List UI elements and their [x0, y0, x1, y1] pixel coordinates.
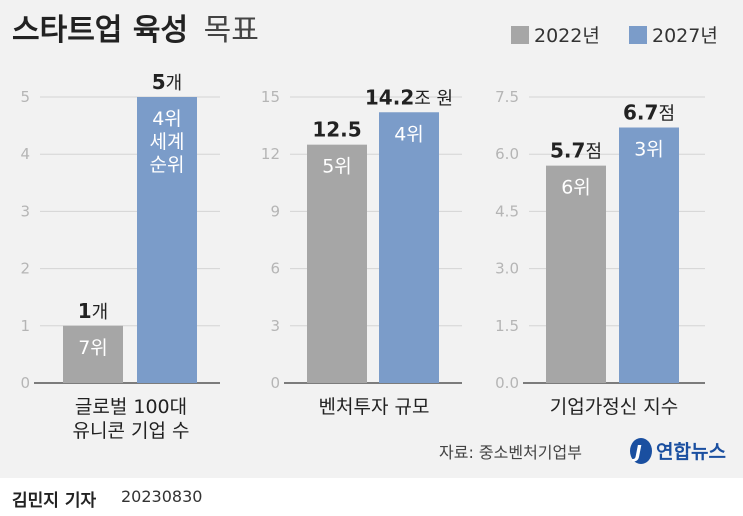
bar-value-number: 14.2 — [365, 85, 414, 109]
infographic: 스타트업 육성 목표 2022년 2027년 0 1 2 3 4 5 1개 7위 5개 4위 세계 순… — [0, 0, 743, 478]
byline-bar: 김민지 기자 20230830 — [0, 478, 743, 516]
bar — [546, 165, 606, 383]
bar-rank-label: 3위 — [634, 139, 664, 161]
bar-rank-label: 7위 — [78, 337, 108, 359]
y-tick-label: 9 — [270, 202, 280, 220]
legend-swatch-2027 — [629, 26, 647, 44]
chart-title-bold: 스타트업 육성 — [12, 13, 188, 48]
y-tick-label: 2 — [20, 260, 30, 278]
bar-value-number: 12.5 — [312, 118, 361, 142]
y-tick-label: 6 — [270, 260, 280, 278]
bar-value-label: 14.2조 원 — [365, 85, 453, 109]
chart-title-light: 목표 — [204, 13, 259, 48]
y-tick-label: 4 — [20, 145, 30, 163]
bar — [63, 325, 123, 383]
bar-value-number: 5.7 — [550, 139, 585, 163]
bar-value-label: 12.5 — [312, 118, 361, 142]
bar-rank-label: 4위 — [152, 108, 182, 130]
chart-title: 스타트업 육성 목표 — [12, 13, 259, 48]
legend-swatch-2022 — [511, 26, 529, 44]
y-tick-label: 1 — [20, 317, 30, 335]
bar-value-label: 5.7점 — [550, 139, 602, 163]
bar-rank-label: 4위 — [394, 123, 424, 145]
y-tick-label: 3 — [20, 202, 30, 220]
y-tick-label: 6.0 — [495, 145, 519, 163]
chart-canvas: 스타트업 육성 목표 2022년 2027년 0123451개7위5개4위세계순… — [12, 13, 726, 464]
y-tick-label: 0 — [270, 374, 280, 392]
bar — [137, 97, 197, 383]
logo-text: 연합뉴스 — [656, 441, 726, 463]
x-axis-label: 유니콘 기업 수 — [73, 420, 190, 442]
bar — [619, 127, 679, 383]
y-tick-label: 12 — [261, 145, 280, 163]
source-note: 자료: 중소벤처기업부 — [439, 443, 582, 462]
bar — [379, 112, 439, 384]
bar-value-unit: 개 — [92, 302, 109, 323]
yonhap-logo: J 연합뉴스 — [630, 438, 726, 464]
legend: 2022년 2027년 — [511, 25, 718, 47]
bar-value-label: 6.7점 — [623, 101, 675, 125]
bar-rank-label: 6위 — [561, 177, 591, 199]
bar-value-unit: 점 — [658, 104, 675, 125]
y-tick-label: 0.0 — [495, 374, 519, 392]
y-tick-label: 4.5 — [495, 202, 519, 220]
publish-date: 20230830 — [121, 487, 203, 506]
bar-value-unit: 조 원 — [414, 88, 453, 109]
reporter-name: 김민지 기자 — [12, 491, 97, 511]
bar-value-number: 1 — [78, 299, 92, 323]
logo-mark-letter: J — [632, 442, 642, 463]
bar — [307, 144, 367, 383]
x-axis-label: 글로벌 100대 — [75, 396, 187, 418]
y-tick-label: 7.5 — [495, 88, 519, 106]
bar-value-number: 6.7 — [623, 101, 658, 125]
x-axis-label: 기업가정신 지수 — [550, 396, 678, 418]
y-tick-label: 3 — [270, 317, 280, 335]
y-tick-label: 3.0 — [495, 260, 519, 278]
legend-label-2027: 2027년 — [652, 25, 718, 47]
x-axis-label: 벤처투자 규모 — [319, 396, 430, 418]
bar-rank-label: 순위 — [150, 154, 185, 176]
y-tick-label: 5 — [20, 88, 30, 106]
bar-value-number: 5 — [152, 70, 166, 94]
bar-rank-label: 5위 — [322, 156, 352, 178]
logo-mark-icon — [630, 438, 652, 464]
bar-value-label: 5개 — [152, 70, 182, 94]
y-tick-label: 1.5 — [495, 317, 519, 335]
bar-rank-label: 세계 — [150, 131, 185, 153]
bar-value-label: 1개 — [78, 299, 108, 323]
bar-value-unit: 개 — [166, 73, 183, 94]
y-tick-label: 15 — [261, 88, 280, 106]
bar-value-unit: 점 — [585, 142, 602, 163]
legend-label-2022: 2022년 — [534, 25, 600, 47]
y-tick-label: 0 — [20, 374, 30, 392]
